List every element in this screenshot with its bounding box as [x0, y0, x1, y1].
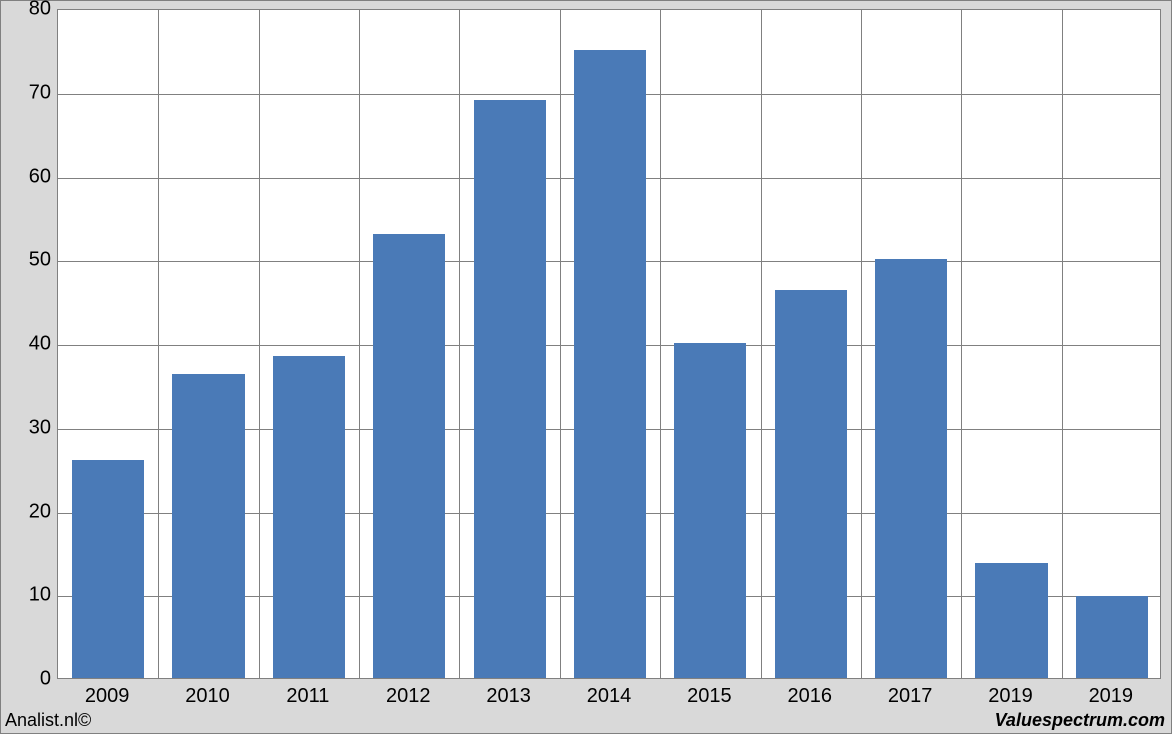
footer-right: Valuespectrum.com [995, 710, 1165, 731]
bar [574, 50, 646, 678]
gridline-vertical [459, 10, 460, 678]
plot-area [57, 9, 1161, 679]
footer-left: Analist.nl© [5, 710, 91, 731]
bar [674, 343, 746, 678]
bar [1076, 596, 1148, 678]
bar [72, 460, 144, 678]
y-tick-label: 60 [11, 165, 51, 188]
x-tick-label: 2012 [386, 685, 431, 708]
y-tick-label: 80 [11, 0, 51, 21]
bar [172, 374, 244, 678]
y-tick-label: 0 [11, 668, 51, 691]
x-tick-label: 2019 [1089, 685, 1134, 708]
bar [875, 259, 947, 678]
x-tick-label: 2010 [185, 685, 230, 708]
bar [474, 100, 546, 678]
x-tick-label: 2009 [85, 685, 130, 708]
bar [273, 356, 345, 678]
bar [975, 563, 1047, 678]
gridline-vertical [660, 10, 661, 678]
y-tick-label: 30 [11, 416, 51, 439]
x-tick-label: 2016 [787, 685, 832, 708]
x-tick-label: 2019 [988, 685, 1033, 708]
x-tick-label: 2011 [286, 685, 329, 708]
y-tick-label: 50 [11, 249, 51, 272]
gridline-vertical [158, 10, 159, 678]
bar [373, 234, 445, 678]
gridline-vertical [359, 10, 360, 678]
y-tick-label: 70 [11, 81, 51, 104]
bar [775, 290, 847, 678]
gridline-vertical [560, 10, 561, 678]
y-tick-label: 20 [11, 500, 51, 523]
y-tick-label: 40 [11, 333, 51, 356]
gridline-vertical [1062, 10, 1063, 678]
x-tick-label: 2014 [587, 685, 632, 708]
y-tick-label: 10 [11, 584, 51, 607]
gridline-vertical [761, 10, 762, 678]
x-tick-label: 2015 [687, 685, 732, 708]
x-tick-label: 2017 [888, 685, 933, 708]
gridline-vertical [961, 10, 962, 678]
gridline-vertical [259, 10, 260, 678]
gridline-vertical [861, 10, 862, 678]
x-tick-label: 2013 [486, 685, 531, 708]
chart-frame: 0 10 20 30 40 50 60 70 80 2009 2010 2011 2012 2013 20… [0, 0, 1172, 734]
